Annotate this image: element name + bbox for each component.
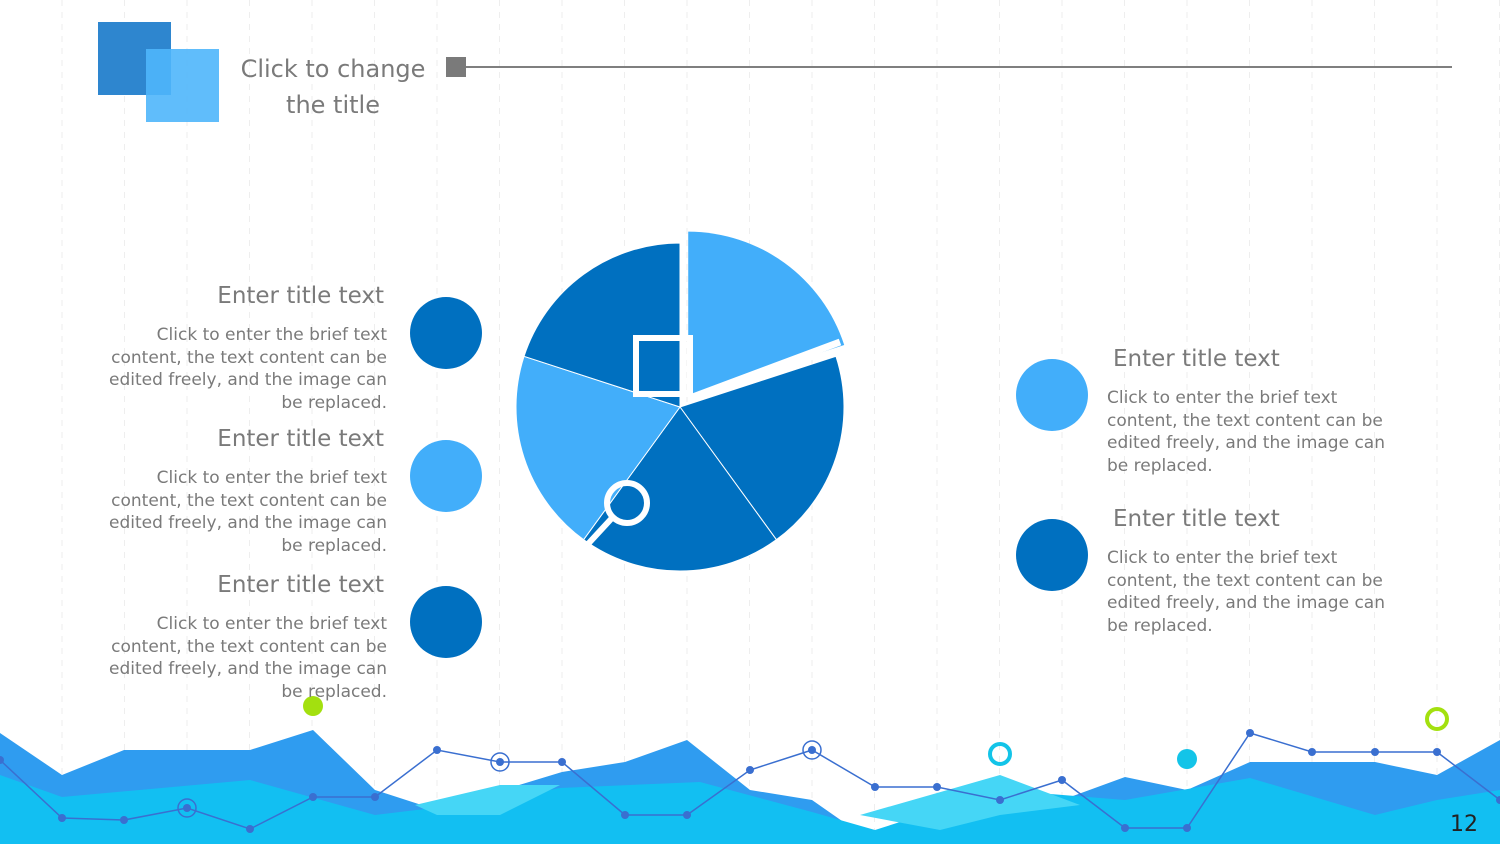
line-ring bbox=[177, 798, 197, 818]
pie-slice bbox=[582, 406, 778, 572]
item-body: Click to enter the brief text content, t… bbox=[109, 614, 387, 703]
wave bbox=[415, 785, 560, 815]
icon bbox=[688, 338, 842, 402]
title: Click to change bbox=[240, 55, 426, 83]
icon bbox=[633, 335, 693, 397]
bullet bbox=[1016, 359, 1088, 431]
bullet bbox=[410, 586, 482, 658]
pie-slice bbox=[679, 355, 845, 541]
bullet bbox=[410, 297, 482, 369]
pin bbox=[303, 696, 323, 716]
icon bbox=[585, 515, 615, 547]
line-dot bbox=[0, 756, 4, 764]
line-dot bbox=[933, 783, 941, 791]
title: the title bbox=[286, 91, 380, 119]
pie-slice bbox=[523, 242, 681, 408]
item-title: Enter title text bbox=[1113, 506, 1280, 532]
line-dot bbox=[58, 814, 66, 822]
line-dot bbox=[808, 746, 816, 754]
item-title: Enter title text bbox=[217, 283, 384, 309]
line-dot bbox=[1246, 729, 1254, 737]
icon bbox=[604, 480, 650, 526]
line-dot bbox=[309, 793, 317, 801]
line-ring bbox=[490, 752, 510, 772]
pie-slice bbox=[515, 355, 681, 541]
item-title: Enter title text bbox=[217, 426, 384, 452]
line-dot bbox=[433, 746, 441, 754]
pin bbox=[1177, 749, 1197, 769]
line-dot bbox=[183, 804, 191, 812]
page-number: 12 bbox=[1450, 812, 1478, 837]
line-dot bbox=[1308, 748, 1316, 756]
line-dot bbox=[683, 811, 691, 819]
line-ring bbox=[802, 740, 822, 760]
item-body: Click to enter the brief text content, t… bbox=[109, 468, 387, 557]
line-dot bbox=[746, 766, 754, 774]
bullet bbox=[1016, 519, 1088, 591]
item-title: Enter title text bbox=[217, 572, 384, 598]
item-title: Enter title text bbox=[1113, 346, 1280, 372]
line-dot bbox=[1058, 776, 1066, 784]
line-dot bbox=[496, 758, 504, 766]
item-body: Click to enter the brief text content, t… bbox=[1107, 548, 1385, 637]
line-dot bbox=[1433, 748, 1441, 756]
line-dot bbox=[996, 796, 1004, 804]
line-dot bbox=[1121, 824, 1129, 832]
line-dot bbox=[371, 793, 379, 801]
item-body: Click to enter the brief text content, t… bbox=[109, 325, 387, 414]
wave bbox=[860, 775, 1080, 830]
line-dot bbox=[558, 758, 566, 766]
trend-line bbox=[0, 729, 1500, 833]
line-dot bbox=[120, 816, 128, 824]
title-marker bbox=[446, 57, 466, 77]
bullet bbox=[410, 440, 482, 512]
line-dot bbox=[246, 825, 254, 833]
line-dot bbox=[1496, 796, 1500, 804]
line-dot bbox=[871, 783, 879, 791]
square-light bbox=[146, 49, 219, 122]
line-dot bbox=[1371, 748, 1379, 756]
line-dot bbox=[1183, 824, 1191, 832]
pie bbox=[515, 231, 845, 572]
pin bbox=[1425, 707, 1449, 731]
pin bbox=[988, 742, 1012, 766]
item-body: Click to enter the brief text content, t… bbox=[1107, 388, 1385, 477]
line-dot bbox=[621, 811, 629, 819]
